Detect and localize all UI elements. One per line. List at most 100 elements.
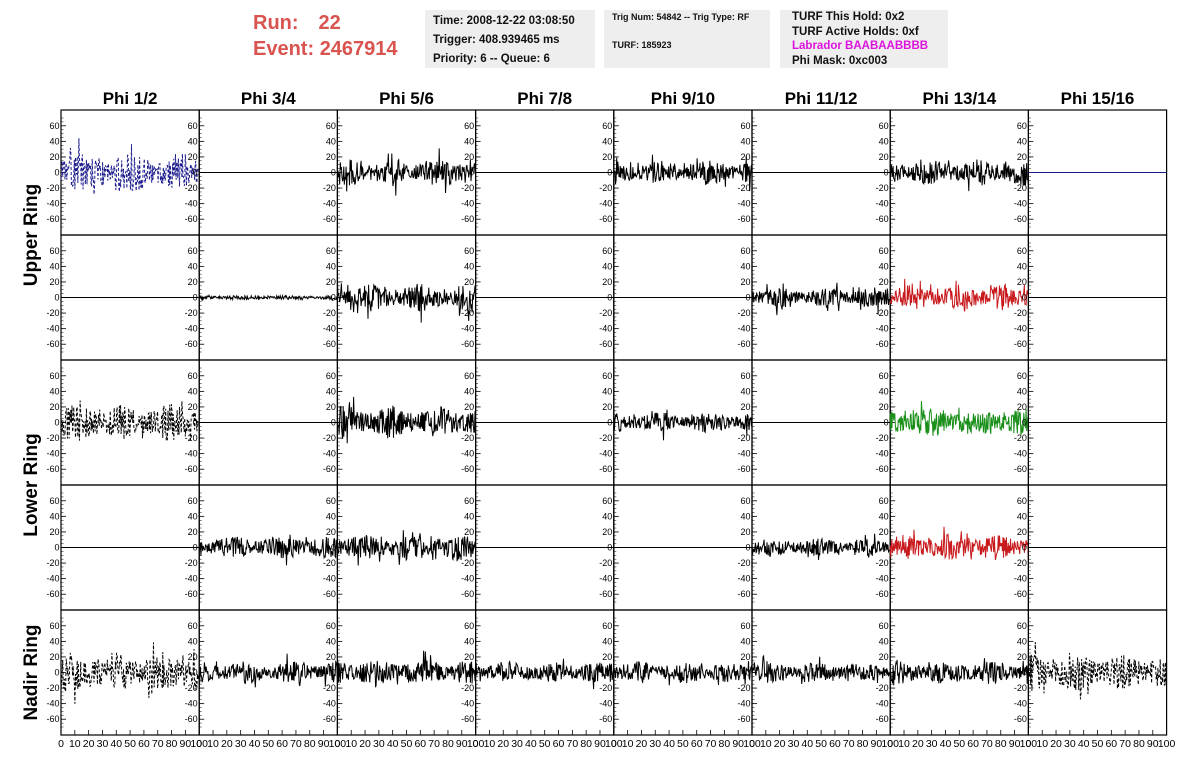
y-tick-label: 60 <box>879 621 889 631</box>
y-tick-label: 60 <box>49 496 59 506</box>
y-tick-label: 40 <box>879 136 889 146</box>
y-tick-label: -60 <box>323 214 336 224</box>
y-tick-label: 40 <box>326 511 336 521</box>
y-tick-label: -20 <box>599 558 612 568</box>
x-tick-label: 10 <box>69 738 81 750</box>
y-tick-label: -20 <box>876 183 889 193</box>
y-tick-label: 60 <box>464 246 474 256</box>
y-tick-label: -40 <box>46 199 59 209</box>
x-tick-label: 100 <box>743 738 761 750</box>
x-tick-label: 20 <box>221 738 233 750</box>
x-tick-label: 100 <box>467 738 485 750</box>
waveform-trace <box>751 533 891 560</box>
y-tick-label: 60 <box>464 371 474 381</box>
waveform-trace <box>751 282 891 316</box>
y-tick-label: 40 <box>740 136 750 146</box>
y-tick-label: 60 <box>188 246 198 256</box>
y-tick-label: 40 <box>1017 636 1027 646</box>
x-tick-label: 40 <box>525 738 537 750</box>
x-tick-label: 40 <box>249 738 261 750</box>
y-tick-label: -20 <box>737 183 750 193</box>
x-tick-label: 50 <box>124 738 136 750</box>
y-tick-label: 20 <box>326 527 336 537</box>
y-tick-label: -40 <box>599 699 612 709</box>
x-tick-label: 10 <box>760 738 772 750</box>
y-tick-label: -40 <box>323 699 336 709</box>
y-tick-label: -20 <box>46 183 59 193</box>
y-tick-label: -60 <box>46 464 59 474</box>
y-tick-label: -20 <box>737 683 750 693</box>
y-tick-label: -20 <box>737 308 750 318</box>
y-tick-label: -60 <box>599 589 612 599</box>
y-tick-label: 60 <box>740 496 750 506</box>
x-tick-label: 40 <box>801 738 813 750</box>
y-tick-label: 60 <box>1017 496 1027 506</box>
y-tick-label: -40 <box>323 324 336 334</box>
x-tick-label: 90 <box>456 738 468 750</box>
x-tick-label: 50 <box>815 738 827 750</box>
y-tick-label: -40 <box>323 449 336 459</box>
x-tick-label: 80 <box>719 738 731 750</box>
y-tick-label: -40 <box>876 324 889 334</box>
y-tick-label: 60 <box>1017 121 1027 131</box>
x-tick-label: 90 <box>594 738 606 750</box>
y-tick-label: 20 <box>740 277 750 287</box>
y-tick-label: 40 <box>464 136 474 146</box>
y-tick-label: 60 <box>464 496 474 506</box>
y-tick-label: 0 <box>1022 543 1027 553</box>
y-tick-label: 20 <box>740 527 750 537</box>
y-tick-label: 40 <box>879 511 889 521</box>
column-title: Phi 9/10 <box>651 89 715 108</box>
y-tick-label: -40 <box>185 449 198 459</box>
x-tick-label: 80 <box>857 738 869 750</box>
event-value: 2467914 <box>319 38 398 60</box>
x-tick-label: 50 <box>953 738 965 750</box>
x-tick-label: 100 <box>190 738 208 750</box>
y-tick-label: 0 <box>1022 293 1027 303</box>
waveform-trace <box>198 293 338 302</box>
y-tick-label: -60 <box>876 714 889 724</box>
y-tick-label: -40 <box>737 449 750 459</box>
y-tick-label: -60 <box>323 589 336 599</box>
y-tick-label: 0 <box>193 418 198 428</box>
y-tick-label: 40 <box>1017 386 1027 396</box>
x-tick-label: 70 <box>152 738 164 750</box>
y-tick-label: 20 <box>464 652 474 662</box>
y-tick-label: 60 <box>188 371 198 381</box>
y-tick-label: 60 <box>740 371 750 381</box>
y-tick-label: -60 <box>461 714 474 724</box>
x-tick-label: 0 <box>334 738 340 750</box>
column-title: Phi 13/14 <box>922 89 996 108</box>
y-tick-label: -40 <box>876 699 889 709</box>
x-tick-label: 80 <box>580 738 592 750</box>
y-tick-label: 60 <box>740 121 750 131</box>
y-tick-label: -60 <box>461 464 474 474</box>
y-tick-label: 60 <box>602 121 612 131</box>
x-tick-label: 50 <box>401 738 413 750</box>
waveform-trace <box>1027 641 1168 700</box>
y-tick-label: 20 <box>49 152 59 162</box>
y-tick-label: 0 <box>607 543 612 553</box>
y-tick-label: 60 <box>879 371 889 381</box>
column-title: Phi 11/12 <box>785 89 858 108</box>
y-tick-label: 60 <box>464 121 474 131</box>
x-tick-label: 0 <box>887 738 893 750</box>
y-tick-label: -60 <box>737 714 750 724</box>
y-tick-label: 40 <box>326 261 336 271</box>
y-tick-label: -60 <box>46 714 59 724</box>
x-tick-label: 90 <box>871 738 883 750</box>
y-tick-label: -40 <box>323 199 336 209</box>
trigger-text: Trigger: 408.939465 ms <box>433 34 560 46</box>
y-tick-label: -60 <box>737 214 750 224</box>
x-tick-label: 40 <box>663 738 675 750</box>
waveform-trace <box>613 409 753 441</box>
x-tick-label: 50 <box>539 738 551 750</box>
labrador-text: Labrador BAABAABBBB <box>792 40 929 52</box>
x-tick-label: 50 <box>1092 738 1104 750</box>
y-tick-label: -40 <box>737 574 750 584</box>
y-tick-label: -60 <box>876 339 889 349</box>
y-tick-label: 0 <box>331 293 336 303</box>
y-tick-label: -20 <box>737 558 750 568</box>
column-title: Phi 7/8 <box>517 89 572 108</box>
y-tick-label: 20 <box>464 527 474 537</box>
